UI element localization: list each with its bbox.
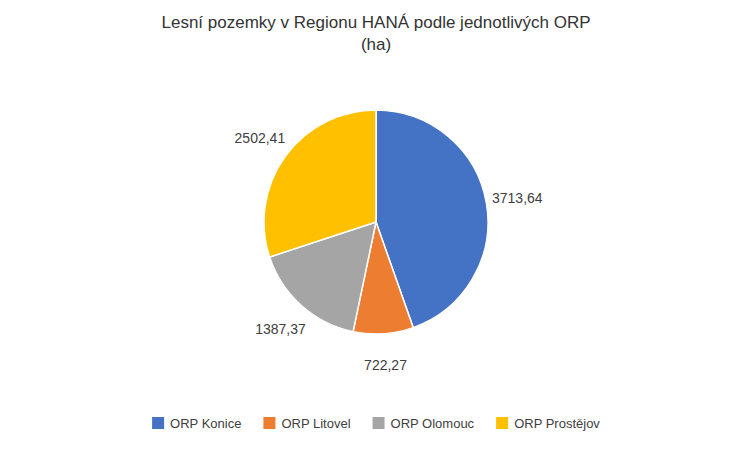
data-label: 1387,37 — [255, 321, 306, 337]
legend-item: ORP Konice — [152, 416, 241, 431]
legend-label: ORP Konice — [170, 416, 241, 431]
title-line: Lesní pozemky v Regionu HANÁ podle jedno… — [162, 13, 591, 32]
legend-swatch — [263, 417, 275, 429]
chart-svg: Lesní pozemky v Regionu HANÁ podle jedno… — [0, 0, 752, 451]
data-label: 722,27 — [364, 357, 407, 373]
data-label: 3713,64 — [492, 190, 543, 206]
legend-swatch — [152, 417, 164, 429]
page: {"chart_data": {"type": "pie", "title": … — [0, 0, 752, 451]
legend-item: ORP Olomouc — [373, 416, 475, 431]
data-label: 2502,41 — [235, 130, 286, 146]
legend: ORP Konice ORP Litovel ORP Olomouc ORP Pros… — [152, 416, 600, 431]
legend-label: ORP Olomouc — [391, 416, 475, 431]
legend-swatch — [373, 417, 385, 429]
title: Lesní pozemky v Regionu HANÁ podle jedno… — [162, 13, 591, 54]
legend-swatch — [496, 417, 508, 429]
title-line: (ha) — [361, 35, 391, 54]
legend-label: ORP Prostějov — [514, 416, 600, 431]
slices — [264, 110, 488, 334]
data-labels: 3713,64 722,27 1387,37 2502,41 — [235, 130, 543, 373]
legend-item: ORP Prostějov — [496, 416, 600, 431]
chart-container: Lesní pozemky v Regionu HANÁ podle jedno… — [0, 0, 752, 451]
legend-item: ORP Litovel — [263, 416, 350, 431]
legend-label: ORP Litovel — [281, 416, 350, 431]
